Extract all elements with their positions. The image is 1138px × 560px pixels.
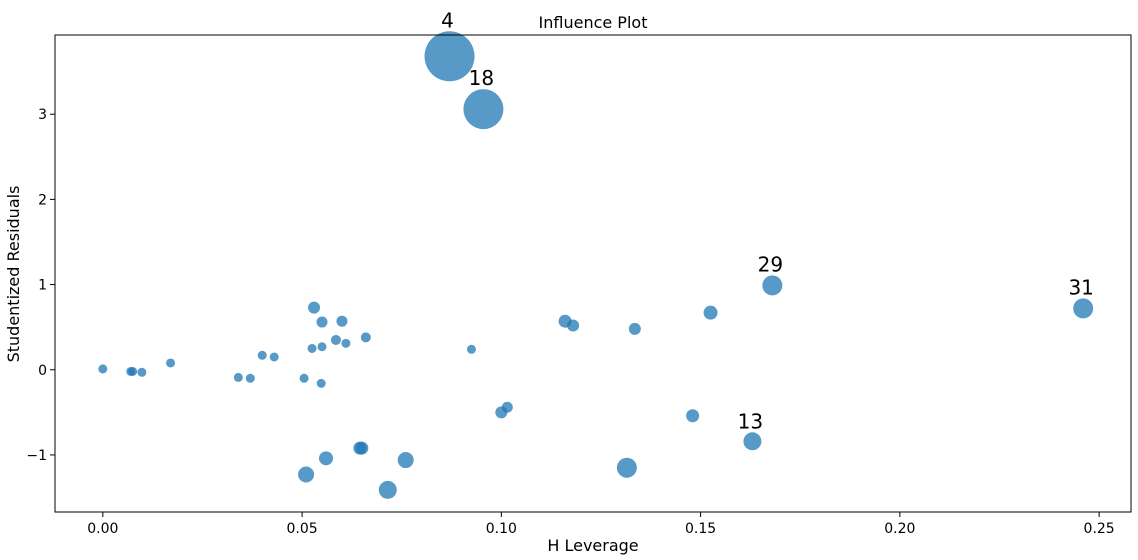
point-22	[341, 338, 351, 348]
point-29	[762, 275, 783, 296]
point-8	[137, 367, 147, 377]
point-4	[424, 31, 475, 82]
y-axis-label: Studentized Residuals	[4, 186, 23, 363]
point-7	[128, 366, 138, 376]
point-10	[233, 372, 243, 382]
point-29	[628, 322, 641, 335]
point-30	[686, 409, 700, 423]
point-5	[98, 364, 108, 374]
point-21	[336, 315, 348, 327]
x-tick-label: 0.20	[884, 521, 915, 537]
point-35	[355, 441, 369, 455]
x-axis-label: H Leverage	[547, 536, 638, 555]
y-tick-label: 3	[38, 107, 47, 123]
point-26	[501, 401, 513, 413]
y-tick-label: −1	[26, 448, 47, 464]
annotation-29: 29	[758, 252, 783, 276]
point-20	[330, 334, 341, 345]
x-tick-label: 0.05	[286, 521, 317, 537]
chart-title: Influence Plot	[539, 13, 648, 32]
point-13	[269, 352, 279, 362]
annotation-31: 31	[1068, 275, 1093, 299]
point-28	[567, 319, 580, 332]
y-axis: −1 0 1 2 3	[26, 107, 55, 464]
x-tick-label: 0.00	[87, 521, 118, 537]
point-15	[307, 343, 317, 353]
point-19	[316, 316, 328, 328]
point-16	[308, 301, 321, 314]
plot-frame	[54, 34, 1132, 513]
y-tick-label: 2	[38, 192, 47, 208]
point-18	[317, 342, 327, 352]
annotation-18: 18	[469, 66, 494, 90]
annotation-4: 4	[441, 8, 454, 32]
point-37	[397, 452, 414, 469]
point-13	[743, 432, 762, 451]
x-tick-label: 0.10	[486, 521, 517, 537]
point-24	[466, 344, 476, 354]
x-tick-label: 0.15	[685, 521, 716, 537]
point-9	[166, 358, 176, 368]
point-18	[463, 89, 504, 130]
y-tick-label: 0	[38, 363, 47, 379]
annotations-layer: 4 18 29 31 13	[441, 8, 1094, 433]
x-axis: 0.00 0.05 0.10 0.15 0.20 0.25	[87, 512, 1115, 537]
points-layer	[98, 31, 1094, 499]
point-14	[299, 373, 309, 383]
point-31	[1073, 298, 1094, 319]
point-33	[318, 451, 333, 466]
y-tick-label: 1	[38, 278, 47, 294]
annotation-13: 13	[738, 409, 763, 433]
x-tick-label: 0.25	[1084, 521, 1115, 537]
point-23	[360, 332, 371, 343]
point-17	[316, 378, 326, 388]
point-31	[703, 305, 718, 320]
point-12	[257, 350, 267, 360]
point-36	[378, 480, 397, 499]
point-32	[298, 466, 315, 483]
point-38	[616, 457, 637, 478]
point-11	[245, 373, 255, 383]
